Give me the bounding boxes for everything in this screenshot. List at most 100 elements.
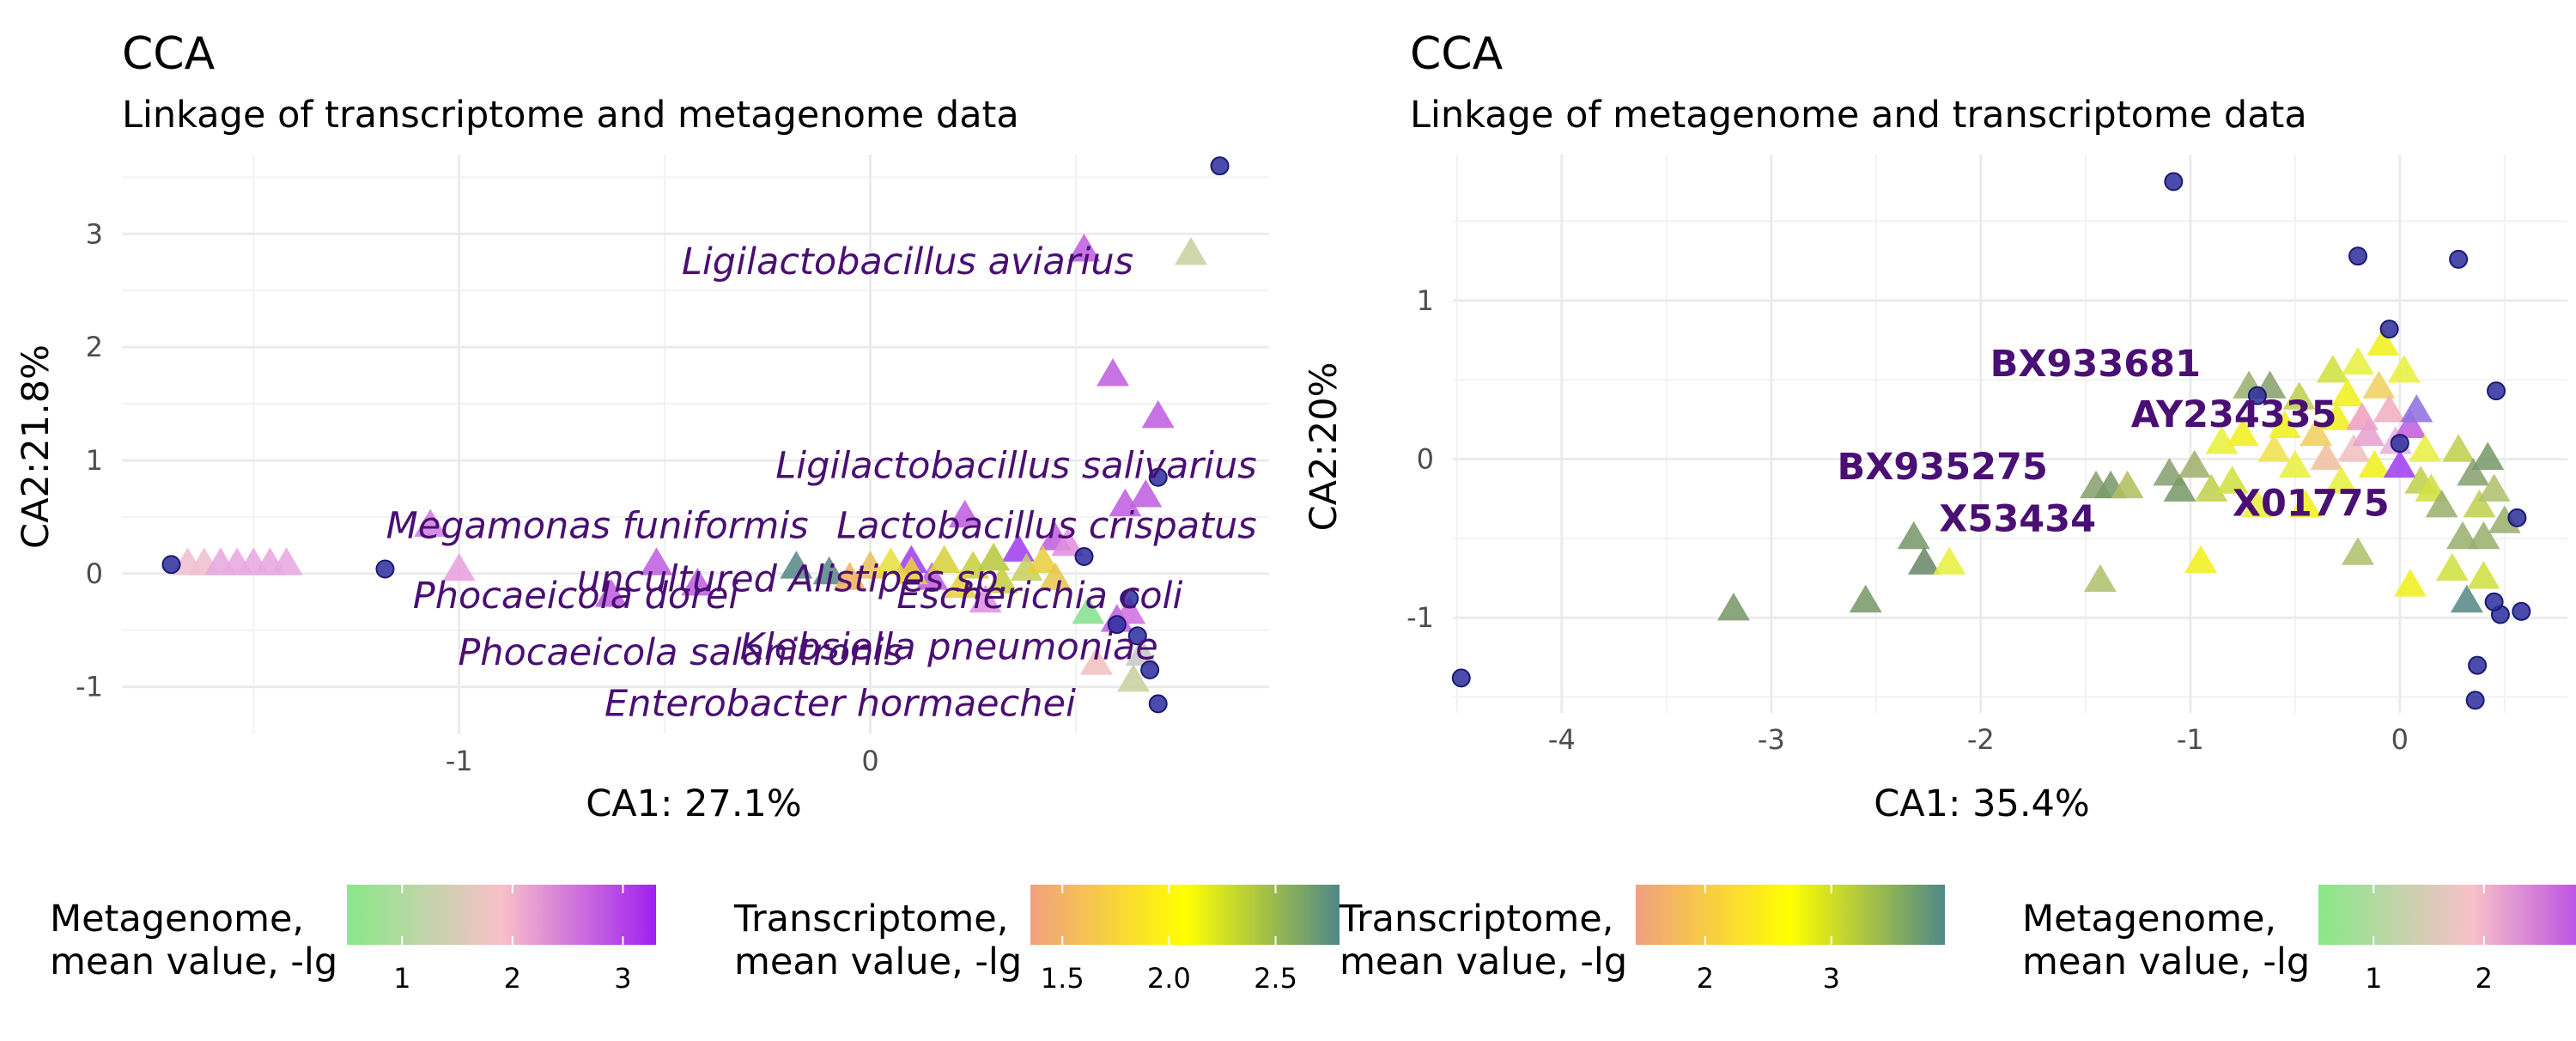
- panel-left-x-axis-label: CA1: 27.1%: [586, 782, 802, 825]
- triangle-point: [2342, 346, 2375, 375]
- panel-left-species-labels: Ligilactobacillus aviarius Ligilactobacil…: [386, 240, 1257, 725]
- triangle-point: [270, 547, 303, 575]
- triangle-point: [833, 562, 866, 590]
- color-legend: Metagenome,mean value, -lg 1 2: [2022, 885, 2576, 995]
- circle-point: [2484, 592, 2504, 612]
- triangle-point: [2435, 552, 2469, 581]
- panel-right-subtitle: Linkage of metagenome and transcriptome …: [1410, 94, 2307, 137]
- triangle-point: [2316, 354, 2349, 383]
- panel-right-y-axis-label: CA2:20%: [1303, 362, 1346, 532]
- circle-point: [2507, 508, 2527, 527]
- legend-tick-label: 2.0: [1147, 962, 1191, 995]
- triangle-point: [1933, 546, 1966, 575]
- triangle-point: [2163, 473, 2196, 502]
- point-label: Phocaeicola salanitronis: [458, 631, 903, 674]
- legend-tick-label: 2: [2476, 962, 2493, 995]
- point-label: Phocaeicola dorei: [413, 575, 739, 618]
- triangle-point: [442, 552, 476, 581]
- triangle-point: [2471, 441, 2505, 470]
- point-label: uncultured Alistipes sp.: [577, 557, 1010, 600]
- y-tick-label: 0: [1417, 443, 1434, 476]
- triangle-point: [681, 567, 714, 596]
- triangle-point: [2282, 381, 2316, 410]
- legend-tick-label: 1: [393, 962, 410, 995]
- circle-point: [2164, 172, 2184, 192]
- x-tick-label: 0: [2391, 723, 2409, 756]
- x-tick-label: -1: [446, 745, 473, 777]
- triangle-point: [1067, 234, 1101, 262]
- triangle-point: [2278, 449, 2312, 478]
- triangle-point: [2372, 394, 2406, 423]
- circle-point: [2449, 249, 2469, 269]
- triangle-point: [640, 547, 673, 575]
- x-tick-label: -2: [1967, 723, 1995, 756]
- panel-right-marks: [1451, 172, 2531, 710]
- triangle-point: [927, 545, 961, 574]
- point-label: X53434: [1939, 498, 2096, 541]
- triangle-point: [2400, 394, 2433, 423]
- circle-point: [2487, 381, 2506, 401]
- triangle-point: [1129, 479, 1163, 508]
- triangle-point: [594, 579, 628, 607]
- panel-left: CCA Linkage of transcriptome and metagen…: [15, 28, 1269, 825]
- panel-left-title: CCA: [122, 28, 216, 80]
- legend-title: Transcriptome,: [733, 898, 1008, 941]
- y-tick-label: 1: [1417, 284, 1434, 317]
- triangle-point: [957, 551, 990, 579]
- legend-color-bar: [347, 885, 656, 945]
- triangle-point: [2184, 545, 2218, 573]
- triangle-point: [2195, 473, 2228, 502]
- circle-point: [1120, 588, 1139, 608]
- circle-point: [375, 559, 395, 579]
- point-label: Klebsiella pneumoniae: [740, 625, 1158, 668]
- triangle-point: [2352, 417, 2385, 447]
- circle-point: [2348, 247, 2368, 266]
- panel-right-gene-labels: BX933681 AY234335 BX935275 X01775 X53434: [1837, 343, 2389, 541]
- legend-subtitle: mean value, -lg: [734, 941, 1022, 983]
- triangle-point: [1097, 358, 1130, 387]
- triangle-point: [1109, 488, 1142, 517]
- legend-subtitle: mean value, -lg: [1340, 941, 1627, 983]
- circle-point: [1210, 156, 1230, 176]
- legend-tick-label: 1.5: [1041, 962, 1084, 995]
- point-label: Ligilactobacillus salivarius: [775, 445, 1256, 488]
- legend-subtitle: mean value, -lg: [2022, 941, 2310, 983]
- point-label: Enterobacter hormaechei: [605, 682, 1076, 725]
- y-tick-label: 2: [86, 331, 103, 363]
- point-label: Lactobacillus crispatus: [836, 504, 1256, 547]
- circle-point: [1148, 467, 1168, 487]
- circle-point: [2512, 601, 2531, 621]
- triangle-point: [1125, 637, 1158, 667]
- triangle-point: [2425, 489, 2458, 518]
- circle-point: [1074, 547, 1094, 567]
- triangle-point: [1849, 584, 1882, 613]
- triangle-point: [969, 584, 1002, 613]
- color-legend: Transcriptome,mean value, -lg 1.5 2.0 2.5: [733, 885, 1340, 995]
- triangle-point: [2450, 584, 2483, 613]
- triangle-point: [944, 569, 977, 599]
- point-label: X01775: [2233, 482, 2390, 525]
- triangle-point: [1038, 562, 1072, 590]
- triangle-point: [1141, 399, 1175, 429]
- triangle-point: [2467, 520, 2500, 550]
- circle-point: [2465, 691, 2485, 710]
- point-label: AY234335: [2131, 393, 2337, 436]
- triangle-point: [2320, 402, 2354, 430]
- triangle-point: [2383, 449, 2416, 478]
- triangle-point: [895, 556, 928, 585]
- triangle-point: [2358, 449, 2391, 478]
- y-tick-label: 3: [86, 217, 103, 250]
- legend-tick-label: 1: [2365, 962, 2382, 995]
- legend-color-bar: [1636, 885, 1945, 945]
- triangle-point: [1010, 552, 1043, 581]
- legend-color-bar: [1030, 885, 1340, 945]
- point-label: Ligilactobacillus aviarius: [682, 240, 1133, 283]
- triangle-point: [2366, 327, 2400, 356]
- triangle-point: [1072, 595, 1105, 624]
- triangle-point: [2324, 466, 2358, 494]
- triangle-point: [2111, 470, 2144, 499]
- triangle-point: [2457, 458, 2490, 486]
- panel-right: CCA Linkage of metagenome and transcript…: [1303, 28, 2567, 825]
- panel-right-x-axis-label: CA1: 35.4%: [1874, 782, 2090, 825]
- triangle-point: [1079, 647, 1113, 675]
